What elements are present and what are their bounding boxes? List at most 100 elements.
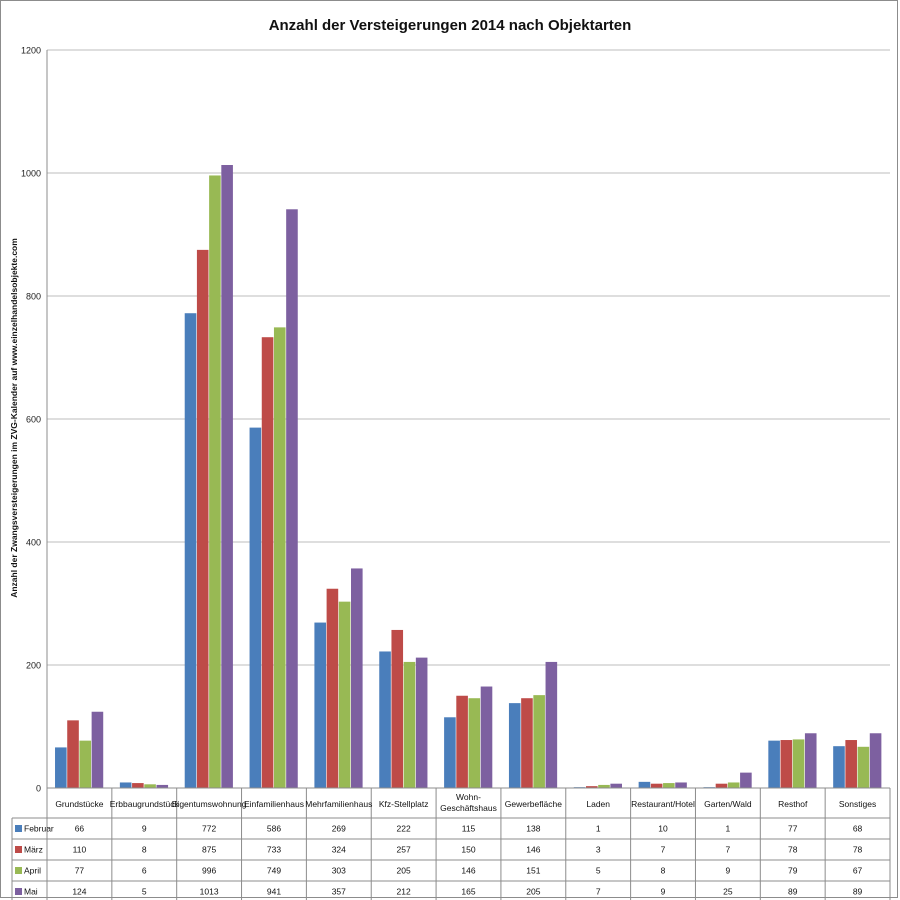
bar-mai-4 bbox=[351, 568, 363, 788]
bar-mai-0 bbox=[91, 711, 104, 788]
data-table: Grundstücke ErbbaugrundstückEigentumswohn… bbox=[11, 787, 891, 900]
bar-mai-9 bbox=[675, 782, 687, 788]
legend-label: Februar bbox=[24, 824, 54, 834]
table-value: 3 bbox=[596, 845, 601, 855]
category-label: Erbbaugrundstück bbox=[110, 799, 180, 809]
bar-februar-9 bbox=[638, 781, 651, 788]
table-value: 324 bbox=[332, 845, 346, 855]
table-value: 875 bbox=[202, 845, 216, 855]
table-value: 7 bbox=[596, 887, 601, 897]
table-value: 66 bbox=[75, 824, 85, 834]
table-value: 77 bbox=[75, 866, 85, 876]
bar-märz-7 bbox=[521, 698, 533, 788]
table-value: 79 bbox=[788, 866, 798, 876]
table-value: 7 bbox=[726, 845, 731, 855]
table-value: 77 bbox=[788, 824, 798, 834]
table-value: 165 bbox=[461, 887, 475, 897]
bar-märz-11 bbox=[780, 740, 793, 788]
category-label: Restaurant/Hotel bbox=[631, 799, 695, 809]
bar-märz-6 bbox=[456, 695, 468, 788]
y-tick-label: 0 bbox=[36, 784, 41, 794]
bar-april-4 bbox=[338, 601, 351, 788]
y-tick-label: 800 bbox=[26, 292, 41, 302]
bar-april-7 bbox=[533, 695, 545, 788]
bar-mai-6 bbox=[480, 686, 493, 788]
bar-mai-2 bbox=[221, 165, 233, 788]
legend-swatch-märz bbox=[15, 846, 22, 853]
table-value: 89 bbox=[853, 887, 863, 897]
table-value: 68 bbox=[853, 824, 863, 834]
table-value: 78 bbox=[853, 845, 863, 855]
y-tick-label: 400 bbox=[26, 538, 41, 548]
legend-swatch-mai bbox=[15, 888, 22, 895]
table-value: 151 bbox=[526, 866, 540, 876]
table-value: 6 bbox=[142, 866, 147, 876]
table-value: 8 bbox=[661, 866, 666, 876]
y-tick-label: 1200 bbox=[21, 46, 41, 56]
table-value: 269 bbox=[332, 824, 346, 834]
legend-label: Mai bbox=[24, 887, 38, 897]
table-value: 146 bbox=[526, 845, 540, 855]
y-tick-label: 600 bbox=[26, 415, 41, 425]
table-value: 941 bbox=[267, 887, 281, 897]
y-tick-label: 200 bbox=[26, 661, 41, 671]
table-value: 996 bbox=[202, 866, 216, 876]
table-value: 772 bbox=[202, 824, 216, 834]
category-label: Sonstiges bbox=[839, 799, 876, 809]
bar-april-10 bbox=[727, 782, 740, 788]
bar-februar-6 bbox=[444, 717, 456, 788]
category-label: Eigentumswohnung bbox=[172, 799, 247, 809]
bar-april-5 bbox=[403, 661, 416, 788]
category-label: Wohn- bbox=[456, 792, 481, 802]
category-label: Resthof bbox=[778, 799, 808, 809]
table-value: 150 bbox=[461, 845, 475, 855]
category-label: Gewerbefläche bbox=[505, 799, 562, 809]
bar-mai-8 bbox=[610, 783, 622, 788]
bar-februar-5 bbox=[379, 651, 391, 788]
bar-april-0 bbox=[79, 740, 92, 788]
bar-april-12 bbox=[857, 746, 870, 788]
category-label: Garten/Wald bbox=[704, 799, 752, 809]
table-value: 1013 bbox=[200, 887, 219, 897]
bar-februar-0 bbox=[55, 747, 67, 788]
table-value: 5 bbox=[142, 887, 147, 897]
bar-märz-1 bbox=[132, 783, 144, 788]
bar-februar-12 bbox=[833, 746, 845, 788]
table-value: 138 bbox=[526, 824, 540, 834]
bar-mai-10 bbox=[740, 772, 752, 788]
category-label: Kfz-Stellplatz bbox=[379, 799, 429, 809]
bar-märz-0 bbox=[67, 720, 79, 788]
category-label: Mehrfamilienhaus bbox=[305, 799, 372, 809]
table-value: 1 bbox=[726, 824, 731, 834]
bar-märz-10 bbox=[715, 783, 728, 788]
table-value: 205 bbox=[526, 887, 540, 897]
table-value: 5 bbox=[596, 866, 601, 876]
table-value: 8 bbox=[142, 845, 147, 855]
table-value: 1 bbox=[596, 824, 601, 834]
bar-februar-4 bbox=[314, 622, 327, 788]
bar-mai-11 bbox=[804, 733, 817, 788]
bar-april-9 bbox=[663, 783, 675, 788]
table-value: 222 bbox=[397, 824, 411, 834]
bar-märz-9 bbox=[650, 783, 663, 788]
table-value: 9 bbox=[661, 887, 666, 897]
bar-mai-12 bbox=[869, 733, 882, 788]
category-label: Geschäftshaus bbox=[440, 803, 497, 813]
y-tick-label: 1000 bbox=[21, 169, 41, 179]
bar-märz-5 bbox=[391, 629, 404, 788]
table-value: 9 bbox=[726, 866, 731, 876]
bar-mai-5 bbox=[415, 657, 428, 788]
legend-label: März bbox=[24, 845, 43, 855]
table-value: 749 bbox=[267, 866, 281, 876]
table-value: 586 bbox=[267, 824, 281, 834]
category-label: Grundstücke bbox=[55, 799, 103, 809]
table-value: 205 bbox=[397, 866, 411, 876]
table-value: 9 bbox=[142, 824, 147, 834]
legend-swatch-februar bbox=[15, 825, 22, 832]
bar-april-8 bbox=[598, 784, 610, 788]
bar-märz-4 bbox=[326, 588, 339, 788]
table-value: 146 bbox=[461, 866, 475, 876]
table-value: 124 bbox=[72, 887, 86, 897]
